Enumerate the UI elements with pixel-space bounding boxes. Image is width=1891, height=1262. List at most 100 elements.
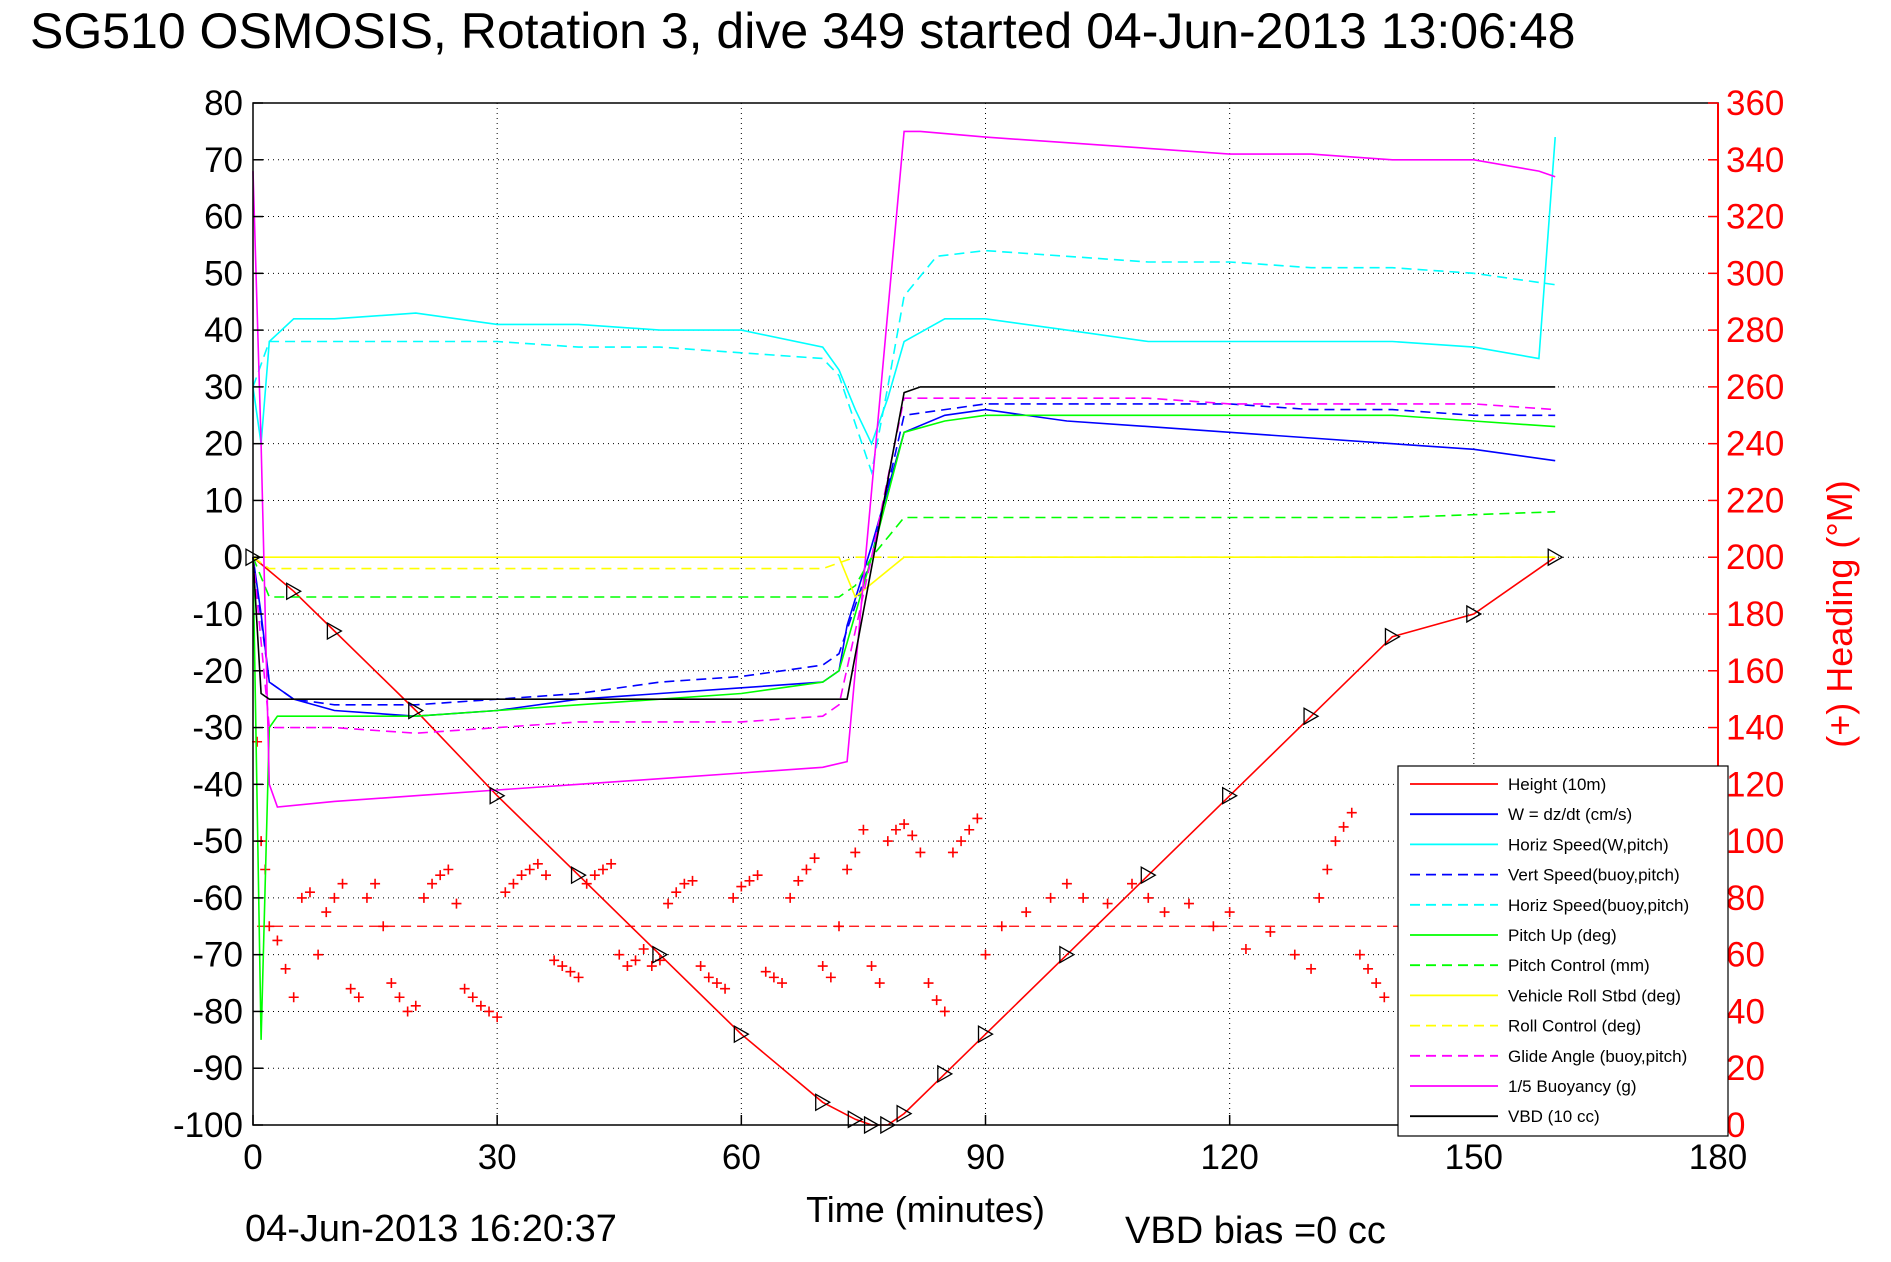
heading-point-60: [728, 892, 739, 903]
legend-label-7: Vehicle Roll Stbd (deg): [1508, 986, 1681, 1005]
heading-point-100: [1159, 907, 1170, 918]
heading-point-85: [931, 995, 942, 1006]
series-line-5: [252, 414, 1556, 1040]
heading-point-34: [516, 870, 527, 881]
y2-tick-label-13: 260: [1726, 368, 1784, 407]
legend-label-4: Horiz Speed(buoy,pitch): [1508, 896, 1689, 915]
heading-point-22: [418, 892, 429, 903]
x-tick-label-4: 120: [1200, 1138, 1258, 1177]
axes: 0 30 60 90 120 150 180-100-90-80-70-60-50-40-3…: [173, 84, 1860, 1230]
heading-point-57: [703, 972, 714, 983]
heading-point-38: [549, 955, 560, 966]
series-line-11: [252, 386, 1556, 701]
x-tick-label-2: 60: [722, 1138, 761, 1177]
heading-point-26: [451, 898, 462, 909]
heading-point-47: [622, 961, 633, 972]
heading-point-73: [834, 921, 844, 932]
heading-point-89: [964, 824, 975, 835]
height-marker-4: [489, 786, 506, 805]
heading-point-83: [915, 847, 926, 858]
height-marker-16: [1140, 866, 1157, 885]
height-marker-3: [408, 701, 425, 720]
height-marker-14: [977, 1025, 994, 1044]
heading-point-88: [956, 836, 967, 847]
heading-point-80: [890, 824, 901, 835]
chart-title: SG510 OSMOSIS, Rotation 3, dive 349 star…: [30, 3, 1576, 59]
heading-point-39: [557, 961, 568, 972]
heading-point-5: [280, 963, 291, 974]
series-line-7: [253, 556, 1556, 599]
heading-point-44: [597, 864, 608, 875]
heading-point-37: [541, 870, 551, 881]
heading-point-58: [711, 978, 722, 989]
heading-point-56: [695, 961, 706, 972]
heading-point-72: [825, 972, 836, 983]
height-marker-8: [815, 1093, 832, 1112]
heading-point-64: [760, 966, 771, 977]
y2-axis-label: (+) Heading (°M): [1819, 480, 1860, 747]
heading-point-31: [492, 1012, 503, 1023]
legend-label-8: Roll Control (deg): [1508, 1017, 1641, 1036]
y2-tick-label-8: 160: [1726, 652, 1784, 691]
heading-point-111: [1338, 821, 1349, 832]
heading-point-4: [272, 935, 283, 946]
y2-tick-label-14: 280: [1726, 311, 1784, 350]
heading-point-23: [427, 878, 438, 889]
height-marker-13: [937, 1064, 954, 1084]
footer-timestamp: 04-Jun-2013 16:20:37: [245, 1208, 617, 1250]
heading-point-18: [386, 978, 397, 989]
legend-label-3: Vert Speed(buoy,pitch): [1508, 866, 1680, 885]
heading-point-43: [589, 870, 600, 881]
heading-point-66: [777, 978, 788, 989]
heading-point-36: [532, 858, 543, 869]
y2-tick-label-3: 60: [1726, 936, 1765, 975]
legend-label-2: Horiz Speed(W,pitch): [1508, 835, 1669, 854]
height-marker-2: [326, 621, 343, 641]
heading-point-9: [313, 949, 324, 960]
heading-point-107: [1306, 963, 1317, 974]
heading-point-81: [899, 819, 910, 830]
heading-point-79: [882, 836, 893, 847]
heading-point-67: [785, 892, 796, 903]
heading-point-40: [565, 966, 576, 977]
heading-point-50: [646, 961, 657, 972]
height-marker-9: [847, 1110, 864, 1129]
height-marker-5: [570, 866, 587, 885]
heading-point-114: [1363, 963, 1374, 974]
series-line-8: [252, 556, 1556, 570]
heading-point-20: [402, 1006, 413, 1017]
heading-point-53: [671, 887, 682, 898]
heading-point-29: [475, 1000, 486, 1011]
heading-point-112: [1346, 807, 1357, 818]
y-tick-label-11: 10: [204, 481, 243, 520]
heading-point-52: [663, 898, 674, 909]
y-tick-label-8: -20: [192, 652, 243, 691]
heading-point-6: [288, 992, 299, 1003]
y-tick-label-2: -80: [192, 992, 243, 1031]
heading-point-86: [939, 1006, 950, 1017]
heading-point-75: [850, 847, 861, 858]
x-axis-label: Time (minutes): [806, 1189, 1045, 1230]
height-marker-7: [733, 1025, 750, 1044]
legend-label-6: Pitch Control (mm): [1508, 956, 1650, 975]
y2-tick-label-1: 20: [1726, 1049, 1765, 1088]
y2-tick-label-17: 340: [1726, 141, 1784, 180]
heading-point-101: [1183, 898, 1194, 909]
heading-point-98: [1127, 878, 1137, 889]
y2-tick-label-9: 180: [1726, 595, 1784, 634]
x-tick-label-1: 30: [478, 1138, 517, 1177]
heading-point-27: [459, 983, 470, 994]
heading-point-92: [996, 921, 1007, 932]
legend-label-1: W = dz/dt (cm/s): [1508, 805, 1632, 824]
y-tick-label-1: -90: [192, 1049, 243, 1088]
legend-label-11: VBD (10 cc): [1508, 1107, 1600, 1126]
y2-tick-label-5: 100: [1726, 822, 1784, 861]
legend-label-5: Pitch Up (deg): [1508, 926, 1617, 945]
heading-point-61: [736, 881, 747, 892]
series-line-6: [252, 511, 1556, 598]
heading-point-63: [752, 870, 763, 881]
legend-label-10: 1/5 Buoyancy (g): [1508, 1077, 1637, 1096]
heading-point-103: [1224, 907, 1235, 918]
heading-point-87: [947, 847, 958, 858]
heading-point-94: [1045, 892, 1056, 903]
